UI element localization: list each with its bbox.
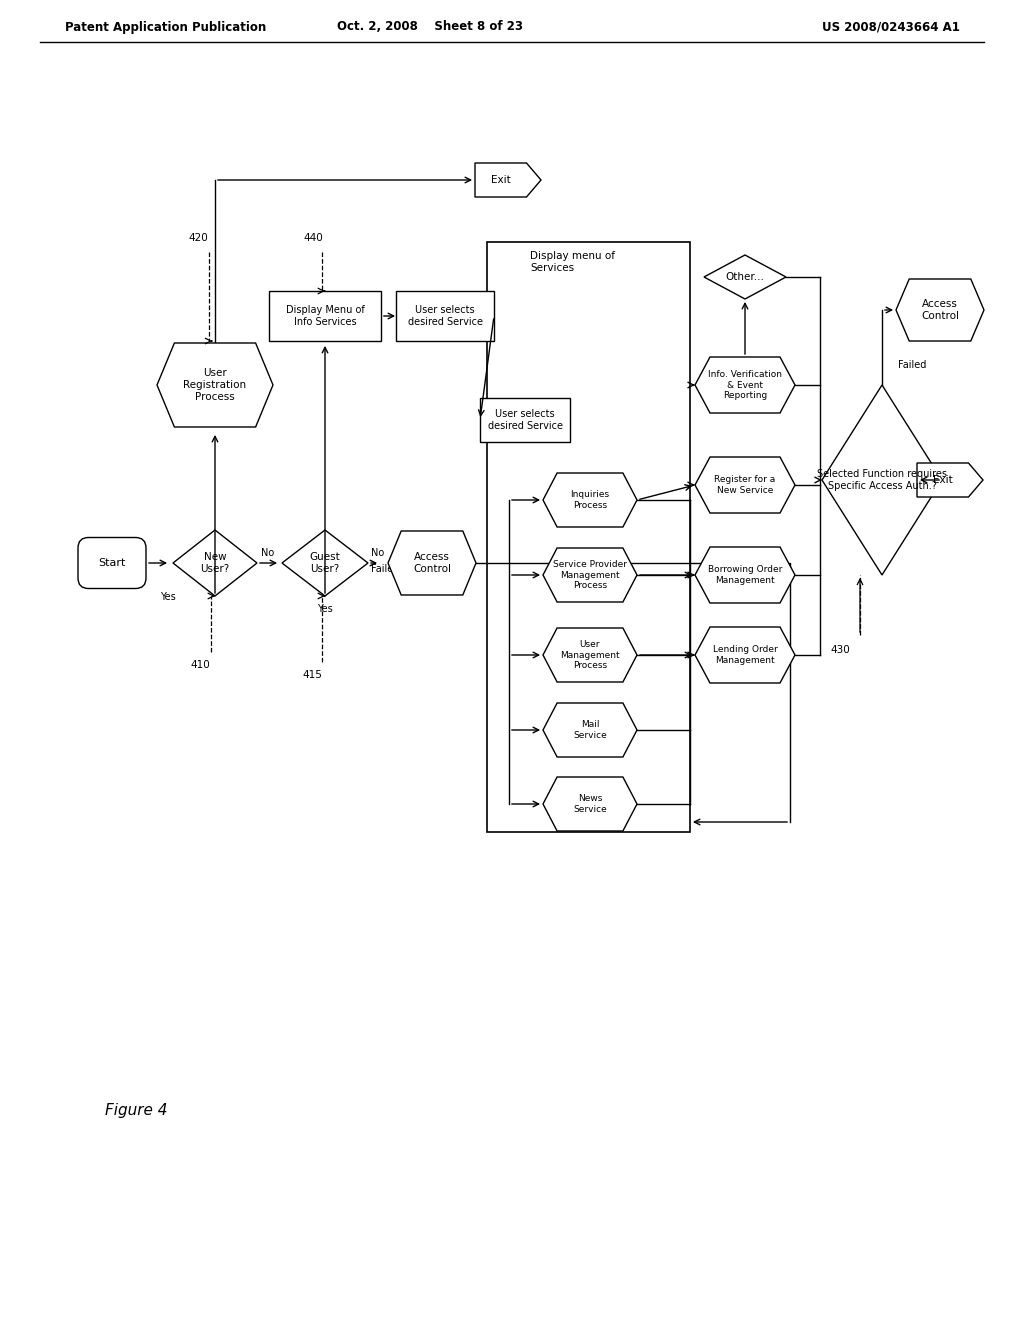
Text: 430: 430 — [830, 645, 850, 655]
Text: US 2008/0243664 A1: US 2008/0243664 A1 — [822, 21, 961, 33]
Text: Other...: Other... — [726, 272, 765, 282]
Text: Access
Control: Access Control — [921, 300, 959, 321]
Text: Yes: Yes — [160, 591, 176, 602]
Polygon shape — [543, 704, 637, 756]
Polygon shape — [705, 255, 786, 300]
Polygon shape — [695, 627, 795, 682]
Polygon shape — [695, 356, 795, 413]
Text: Mail
Service: Mail Service — [573, 721, 607, 739]
Polygon shape — [173, 531, 257, 597]
Bar — [269, 290, 381, 341]
Text: Display Menu of
Info Services: Display Menu of Info Services — [286, 305, 365, 327]
Text: User selects
desired Service: User selects desired Service — [487, 409, 562, 430]
Text: Figure 4: Figure 4 — [105, 1102, 168, 1118]
Text: Info. Verification
& Event
Reporting: Info. Verification & Event Reporting — [708, 370, 782, 400]
Text: No: No — [261, 548, 274, 558]
Bar — [396, 290, 494, 341]
Text: Guest
User?: Guest User? — [309, 552, 340, 574]
Text: Start: Start — [98, 558, 126, 568]
Text: Exit: Exit — [933, 475, 952, 484]
Text: User
Registration
Process: User Registration Process — [183, 368, 247, 401]
Text: 410: 410 — [190, 660, 210, 671]
Text: User
Management
Process: User Management Process — [560, 640, 620, 671]
Polygon shape — [282, 531, 368, 597]
Text: News
Service: News Service — [573, 795, 607, 813]
Bar — [487, 242, 690, 832]
Polygon shape — [822, 385, 942, 576]
FancyBboxPatch shape — [78, 537, 146, 589]
Text: 440: 440 — [303, 234, 323, 243]
Polygon shape — [543, 473, 637, 527]
Text: Service Provider
Management
Process: Service Provider Management Process — [553, 560, 627, 590]
Polygon shape — [157, 343, 273, 426]
Polygon shape — [918, 463, 983, 498]
Polygon shape — [543, 777, 637, 832]
Polygon shape — [695, 546, 795, 603]
Text: Lending Order
Management: Lending Order Management — [713, 645, 777, 665]
Polygon shape — [388, 531, 476, 595]
Polygon shape — [543, 548, 637, 602]
Text: New
User?: New User? — [201, 552, 229, 574]
Polygon shape — [896, 279, 984, 341]
Text: Inquiries
Process: Inquiries Process — [570, 490, 609, 510]
Text: Failed: Failed — [898, 360, 926, 370]
Polygon shape — [695, 457, 795, 513]
Text: User selects
desired Service: User selects desired Service — [408, 305, 482, 327]
Text: Exit: Exit — [490, 176, 511, 185]
Text: Yes: Yes — [317, 605, 333, 614]
Polygon shape — [543, 628, 637, 682]
Polygon shape — [475, 162, 541, 197]
Text: Patent Application Publication: Patent Application Publication — [65, 21, 266, 33]
Text: Register for a
New Service: Register for a New Service — [715, 475, 775, 495]
Text: 415: 415 — [302, 671, 322, 680]
Text: Access
Control: Access Control — [413, 552, 451, 574]
Text: Selected Function requires
Specific Access Auth.?: Selected Function requires Specific Acce… — [817, 469, 947, 491]
Text: Failed: Failed — [371, 564, 399, 574]
Text: 420: 420 — [188, 234, 208, 243]
Text: Display menu of
Services: Display menu of Services — [530, 251, 615, 273]
Text: No: No — [372, 548, 385, 558]
Text: Oct. 2, 2008    Sheet 8 of 23: Oct. 2, 2008 Sheet 8 of 23 — [337, 21, 523, 33]
Text: Borrowing Order
Management: Borrowing Order Management — [708, 565, 782, 585]
Bar — [480, 399, 570, 442]
